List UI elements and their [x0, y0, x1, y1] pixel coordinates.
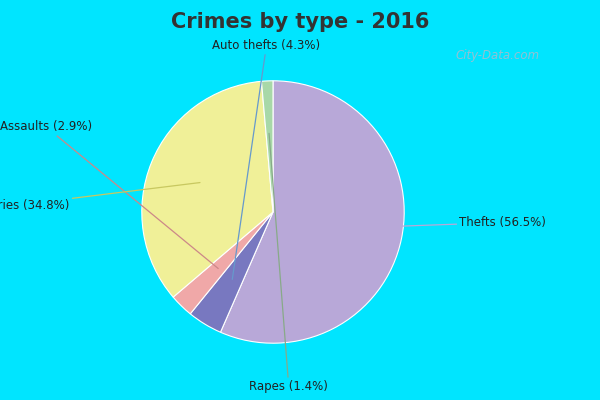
Wedge shape — [190, 212, 273, 332]
Text: Assaults (2.9%): Assaults (2.9%) — [0, 120, 218, 268]
Text: Rapes (1.4%): Rapes (1.4%) — [250, 133, 328, 393]
Wedge shape — [262, 81, 273, 212]
Text: Burglaries (34.8%): Burglaries (34.8%) — [0, 182, 200, 212]
Text: Thefts (56.5%): Thefts (56.5%) — [350, 216, 546, 229]
Text: Crimes by type - 2016: Crimes by type - 2016 — [171, 12, 429, 32]
Wedge shape — [220, 81, 404, 343]
Text: Auto thefts (4.3%): Auto thefts (4.3%) — [212, 39, 320, 279]
Text: City-Data.com: City-Data.com — [456, 50, 540, 62]
Wedge shape — [142, 81, 273, 297]
Wedge shape — [173, 212, 273, 314]
